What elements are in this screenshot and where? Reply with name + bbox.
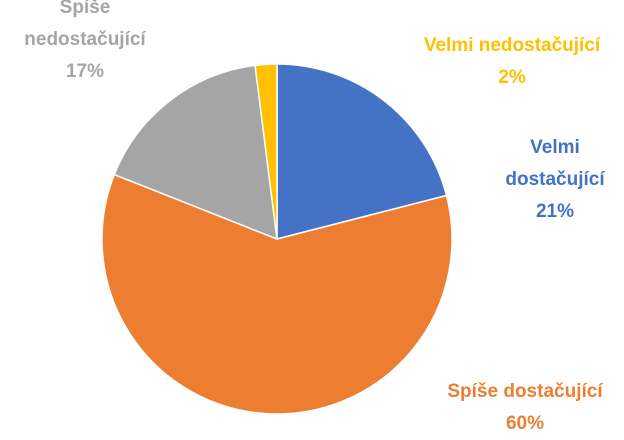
pie-slice bbox=[276, 63, 448, 240]
data-label: Spíše dostačující 60% bbox=[395, 376, 624, 440]
value-label: 60% bbox=[505, 413, 545, 434]
category-label: Velmi dostačující bbox=[505, 137, 605, 190]
data-label: Spíše nedostačující 17% bbox=[10, 0, 160, 88]
page: (() => { const data = JSON.parse(documen… bbox=[10, 0, 624, 434]
pie-slice bbox=[113, 64, 278, 241]
value-label: 2% bbox=[498, 67, 526, 88]
data-label: Velmi nedostačující 2% bbox=[382, 30, 624, 94]
chart bbox=[101, 63, 453, 415]
value-label: 21% bbox=[535, 201, 575, 222]
pie-slice bbox=[254, 63, 278, 240]
data-label: Velmi dostačující 21% bbox=[485, 132, 624, 228]
category-label: Velmi nedostačující bbox=[423, 35, 601, 56]
pie-slice bbox=[101, 173, 453, 415]
value-label: 17% bbox=[65, 61, 105, 82]
category-label: Spíše dostačující bbox=[447, 381, 603, 402]
category-label: Spíše nedostačující bbox=[24, 0, 146, 50]
